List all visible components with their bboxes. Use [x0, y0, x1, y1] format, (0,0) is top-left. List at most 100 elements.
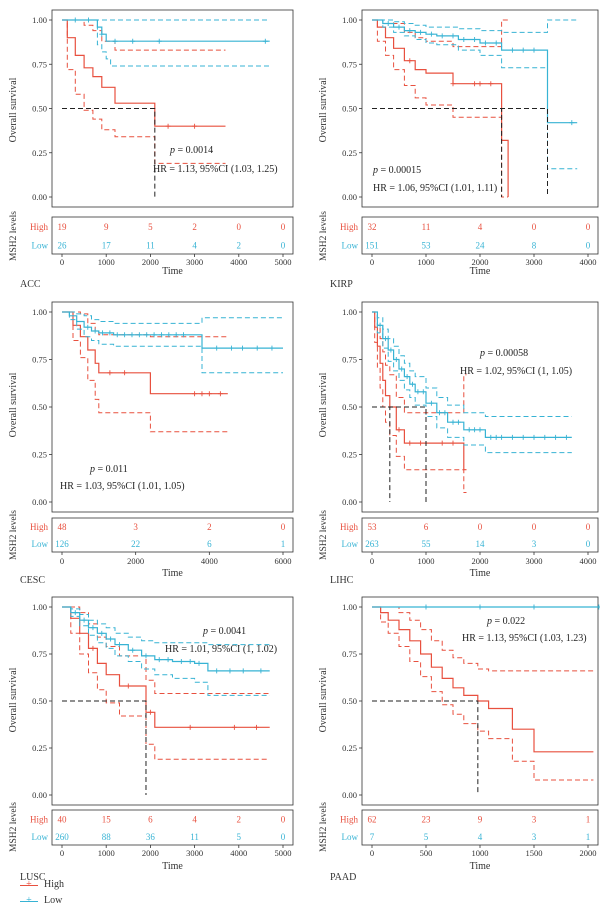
risk-count: 6	[207, 539, 212, 549]
censor-mark	[108, 636, 114, 642]
x-tick-label: 6000	[275, 556, 292, 566]
censor-mark	[158, 332, 164, 338]
x-tick-label: 3000	[186, 257, 203, 267]
censor-mark	[100, 330, 106, 336]
x-tick-label: 3000	[186, 848, 203, 858]
y-tick-label: 0.50	[32, 402, 47, 412]
y-axis-label: Overall survival	[8, 77, 19, 142]
risk-count: 11	[422, 222, 431, 232]
risk-count: 0	[478, 522, 483, 532]
risk-count: 4	[478, 222, 483, 232]
risk-row-label-high: High	[340, 814, 359, 824]
y-tick-label: 0.25	[342, 450, 357, 460]
x-tick-label: 500	[420, 848, 433, 858]
risk-table-frame	[51, 809, 294, 846]
censor-mark	[439, 440, 445, 446]
risk-count: 2	[237, 814, 242, 824]
risk-table-frame	[51, 517, 294, 553]
legend: + High + Low	[20, 868, 130, 908]
p-value: p = 0.00015	[372, 165, 421, 176]
median-guide	[372, 406, 427, 502]
y-axis-label: Overall survival	[318, 667, 329, 732]
risk-count: 0	[281, 832, 286, 842]
risk-count: 6	[424, 522, 429, 532]
x-tick-label: 2000	[127, 556, 144, 566]
p-value: p = 0.0014	[169, 145, 213, 156]
censor-mark	[472, 81, 478, 87]
censor-mark	[531, 604, 537, 610]
censor-mark	[477, 81, 483, 87]
risk-count: 32	[368, 222, 377, 232]
censor-mark	[228, 345, 234, 351]
risk-count: 4	[478, 832, 483, 842]
x-tick-label: 4000	[230, 257, 247, 267]
risk-count: 1	[586, 832, 591, 842]
censor-mark	[396, 427, 402, 433]
ci-upper-high	[372, 606, 594, 672]
censor-mark	[214, 668, 220, 674]
risk-row-label-low: Low	[32, 539, 49, 549]
ci-upper-low	[372, 311, 572, 417]
risk-count: 5	[148, 222, 153, 232]
censor-mark	[178, 659, 184, 665]
y-tick-label: 0.25	[342, 148, 357, 158]
censor-mark	[493, 434, 499, 440]
risk-count: 36	[146, 832, 156, 842]
x-tick-label: 1000	[418, 556, 435, 566]
risk-count: 0	[281, 814, 286, 824]
x-tick-label: 0	[370, 257, 374, 267]
censor-mark	[151, 332, 157, 338]
censor-mark	[231, 724, 237, 730]
censor-mark	[136, 332, 142, 338]
x-tick-label: 4000	[580, 556, 597, 566]
hazard-ratio: HR = 1.13, 95%CI (1.03, 1.23)	[462, 633, 587, 644]
x-axis-label: Time	[470, 568, 491, 579]
censor-mark	[262, 38, 268, 44]
censor-mark	[450, 440, 456, 446]
censor-mark	[383, 336, 388, 342]
censor-mark	[143, 653, 149, 659]
x-tick-label: 5000	[275, 848, 292, 858]
risk-count: 0	[237, 222, 242, 232]
censor-mark	[531, 47, 537, 53]
ci-lower-high	[62, 606, 270, 760]
censor-mark	[488, 434, 494, 440]
x-tick-label: 2000	[472, 556, 489, 566]
plot-frame	[51, 9, 294, 208]
y-axis-label: Overall survival	[318, 77, 329, 142]
risk-count: 7	[370, 832, 375, 842]
censor-mark	[410, 381, 415, 387]
x-tick-label: 1000	[418, 257, 435, 267]
risk-row-label-high: High	[340, 522, 359, 532]
x-tick-label: 3000	[526, 556, 543, 566]
series-low	[372, 311, 572, 454]
censor-mark	[258, 668, 264, 674]
risk-count: 8	[532, 240, 537, 250]
censor-mark	[488, 81, 494, 87]
censor-mark	[385, 21, 391, 27]
risk-count: 0	[586, 222, 591, 232]
panel-label: PAAD	[330, 872, 356, 883]
y-tick-label: 0.75	[342, 59, 357, 69]
x-tick-label: 0	[370, 848, 374, 858]
legend-swatch-high	[20, 885, 38, 886]
series-low	[62, 17, 270, 67]
series-high	[62, 19, 226, 164]
censor-mark	[239, 345, 245, 351]
risk-count: 4	[192, 240, 197, 250]
censor-mark	[428, 31, 434, 37]
censor-mark	[122, 370, 128, 376]
x-tick-label: 4000	[230, 848, 247, 858]
legend-label-low: Low	[44, 895, 63, 906]
censor-mark	[107, 370, 113, 376]
y-tick-label: 1.00	[32, 307, 47, 317]
hazard-ratio: HR = 1.06, 95%CI (1.01, 1.11)	[373, 183, 497, 194]
risk-row-label-low: Low	[342, 539, 359, 549]
censor-mark	[450, 419, 456, 425]
risk-row-label-high: High	[340, 222, 359, 232]
median-guide	[372, 700, 479, 795]
series-high	[372, 606, 594, 781]
risk-count: 2	[192, 222, 197, 232]
risk-count: 260	[55, 832, 69, 842]
